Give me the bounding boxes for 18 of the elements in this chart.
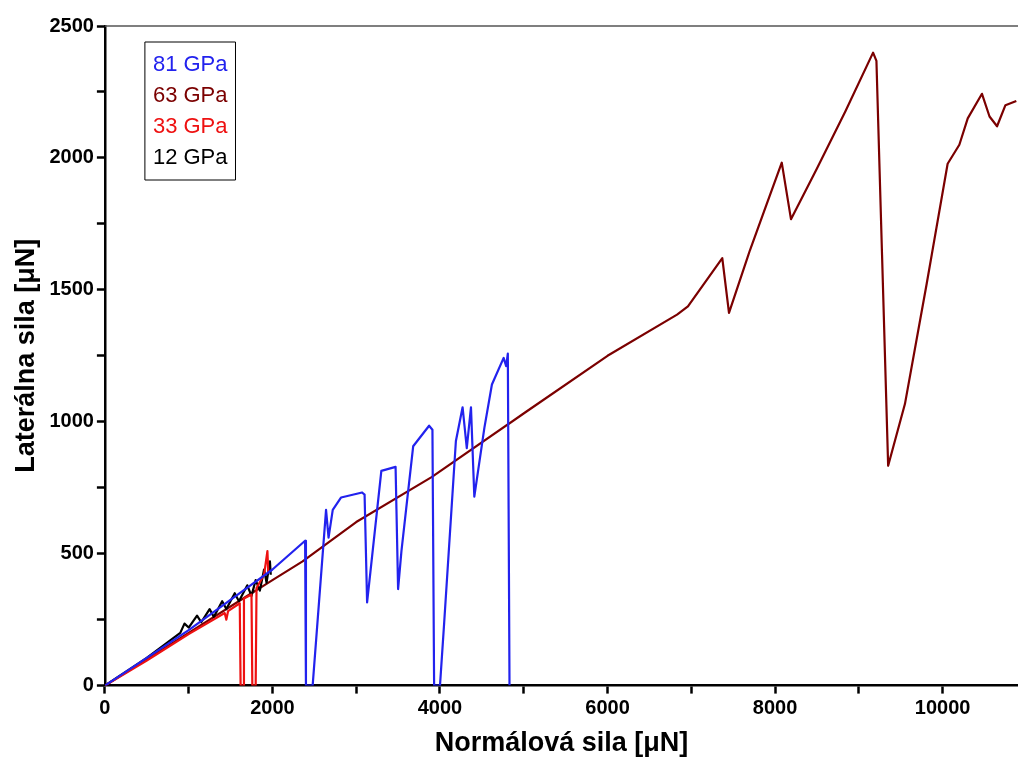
y-tick-label: 2500: [49, 13, 94, 36]
y-axis-title: Laterálna sila [μN]: [9, 238, 40, 473]
text: 12 GPa: [152, 143, 229, 169]
y-tick-label: 0: [82, 673, 94, 696]
text: 63 GPa: [152, 81, 229, 107]
x-tick-label: 8000: [752, 696, 798, 719]
y-tick-label: 1000: [49, 409, 94, 432]
x-tick-label: 2000: [250, 696, 295, 719]
x-tick-label: 0: [99, 696, 111, 719]
text: 33 GPa: [152, 112, 229, 138]
y-tick-label: 2000: [49, 145, 94, 168]
x-tick-label: 10000: [914, 696, 971, 719]
text: 81 GPa: [152, 50, 229, 76]
x-tick-label: 4000: [417, 696, 463, 719]
x-axis-title: Normálová sila [μN]: [434, 727, 689, 758]
y-tick-label: 1500: [49, 277, 94, 300]
x-tick-label: 6000: [585, 696, 630, 719]
y-tick-label: 500: [60, 541, 94, 564]
